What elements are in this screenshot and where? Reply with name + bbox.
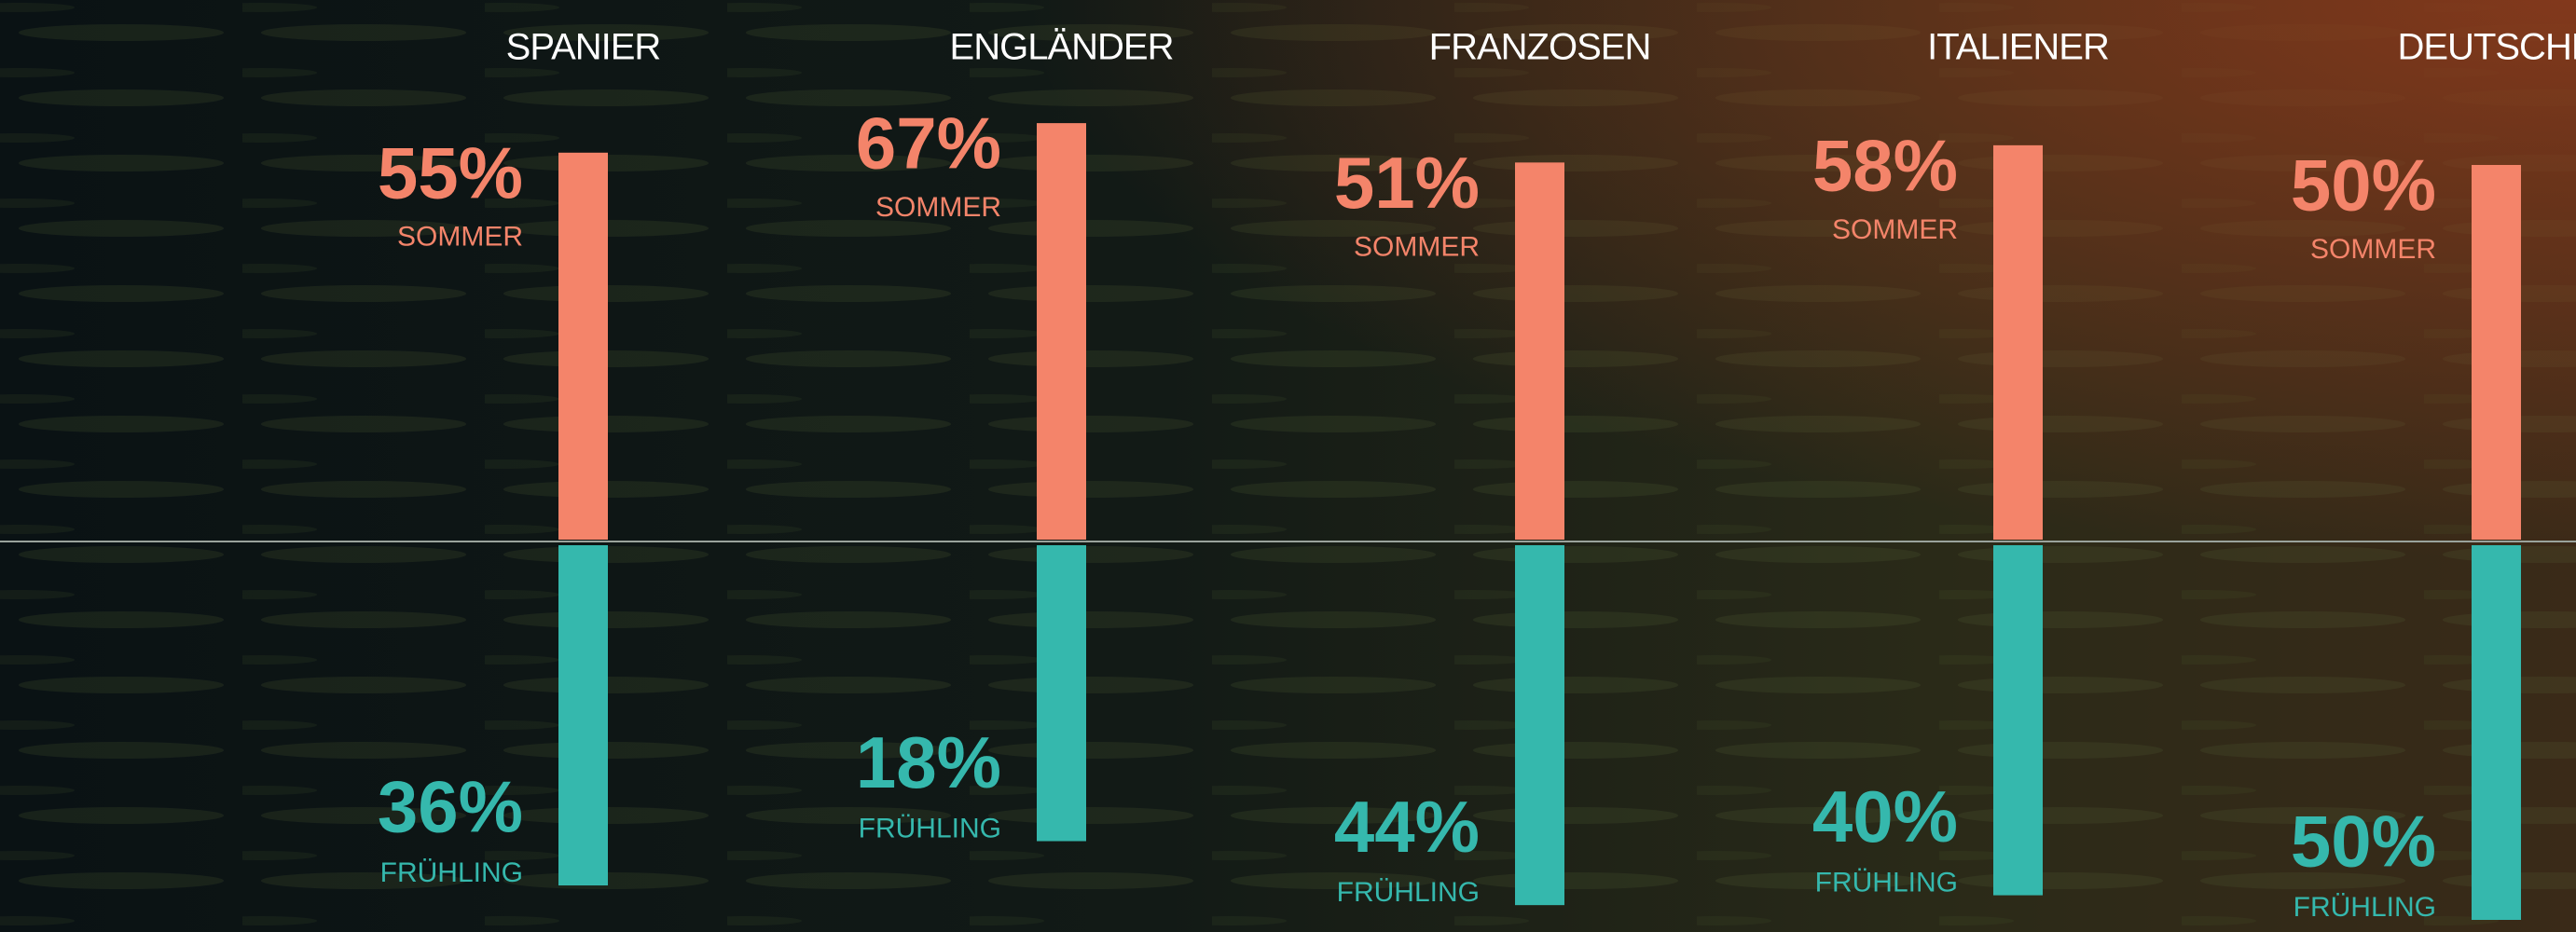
bar: [1515, 545, 1564, 905]
bar: [1037, 123, 1086, 540]
category-label: DEUTSCHE: [2397, 27, 2576, 68]
value-label: 50%: [2291, 144, 2436, 226]
bar: [2472, 545, 2521, 920]
series-name: SOMMER: [2310, 234, 2436, 265]
value-label: 44%: [1334, 786, 1480, 868]
category-label: ITALIENER: [1927, 27, 2109, 68]
series-name: FRÜHLING: [1815, 868, 1958, 898]
series-name: FRÜHLING: [1337, 877, 1480, 908]
bar: [558, 153, 608, 540]
category-label: SPANIER: [506, 27, 661, 68]
value-label: 36%: [378, 766, 523, 848]
bar: [1515, 162, 1564, 540]
page: {"chart_data": {"type": "bar", "categori…: [0, 0, 2576, 932]
series-name: FRÜHLING: [859, 813, 1001, 843]
category-label: FRANZOSEN: [1429, 27, 1651, 68]
series-name: FRÜHLING: [2294, 892, 2436, 923]
chart: SPANIER 55% SOMMER 36% FRÜHLING ENGLÄNDER 67% S…: [0, 0, 2576, 932]
series-name: SOMMER: [1354, 231, 1480, 262]
series-name: SOMMER: [875, 192, 1001, 223]
value-label: 18%: [856, 721, 1001, 803]
value-label: 40%: [1812, 775, 1958, 857]
series-name: SOMMER: [1832, 214, 1958, 245]
value-label: 67%: [856, 103, 1001, 185]
bar: [1993, 545, 2043, 896]
series-name: SOMMER: [397, 222, 523, 253]
value-label: 50%: [2291, 801, 2436, 883]
bar: [2472, 165, 2521, 540]
bar: [1037, 545, 1086, 842]
series-name: FRÜHLING: [380, 857, 523, 888]
bar: [558, 545, 608, 885]
value-label: 55%: [378, 131, 523, 213]
value-label: 58%: [1812, 124, 1958, 206]
value-label: 51%: [1334, 142, 1480, 224]
bar: [1993, 145, 2043, 540]
category-label: ENGLÄNDER: [950, 27, 1174, 68]
